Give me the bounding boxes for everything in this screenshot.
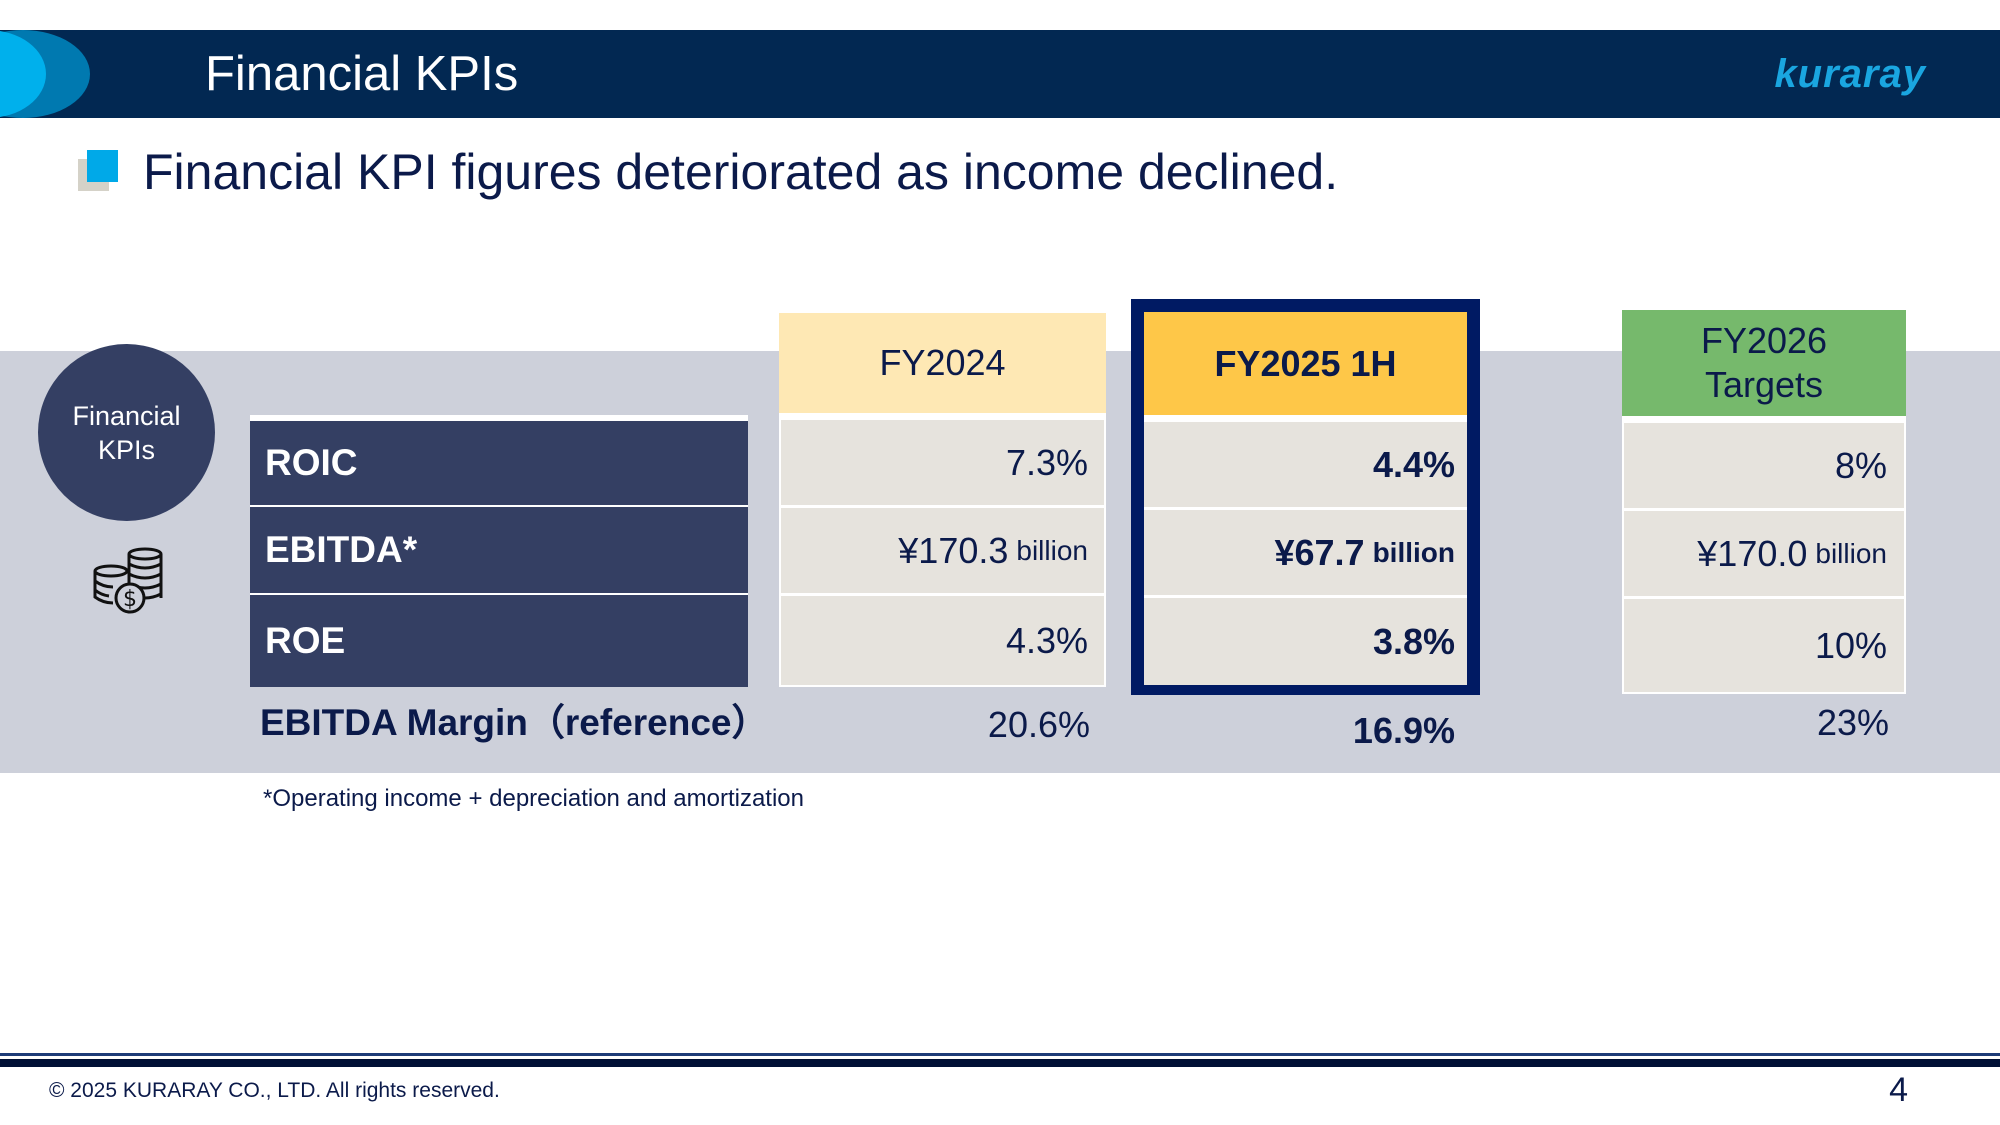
- column-header-line2: Targets: [1704, 364, 1824, 405]
- svg-text:$: $: [123, 587, 137, 612]
- footnote: *Operating income + depreciation and amo…: [263, 785, 804, 812]
- column-fy2024: FY2024 7.3% ¥170.3 billion 4.3%: [779, 313, 1106, 687]
- column-fy2025-1h: FY2025 1H 4.4% ¥67.7 billion 3.8%: [1144, 312, 1467, 685]
- cell-fy2024-roic: 7.3%: [781, 420, 1104, 508]
- cell-fy2025-roe: 3.8%: [1144, 598, 1467, 685]
- cell-fy2025-roic: 4.4%: [1144, 422, 1467, 510]
- cell-fy2026-roe: 10%: [1624, 599, 1904, 692]
- column-header-fy2025-1h: FY2025 1H: [1144, 312, 1467, 415]
- kpi-label-roic: ROIC: [250, 421, 748, 507]
- kpi-category-label: Financial KPIs: [52, 399, 202, 467]
- square-bullet-icon: [87, 150, 118, 182]
- kpi-label-ebitda: EBITDA*: [250, 507, 748, 595]
- kpi-label-table: ROIC EBITDA* ROE: [250, 415, 748, 687]
- cell-fy2026-ebitda: ¥170.0 billion: [1624, 511, 1904, 599]
- headline: Financial KPI figures deteriorated as in…: [143, 144, 1339, 200]
- kpi-label-ebitda-margin: EBITDA Margin（reference）: [260, 702, 769, 743]
- cell-fy2024-ebitda-margin: 20.6%: [987, 704, 1090, 745]
- cell-fy2024-ebitda: ¥170.3 billion: [781, 508, 1104, 596]
- cell-fy2024-roe: 4.3%: [781, 596, 1104, 685]
- footer-divider: [0, 1059, 2000, 1067]
- column-fy2026-targets: FY2026 Targets 8% ¥170.0 billion 10%: [1622, 310, 1906, 694]
- cell-fy2026-roic: 8%: [1624, 423, 1904, 511]
- column-header-fy2026-targets: FY2026 Targets: [1622, 310, 1906, 416]
- column-header-fy2024: FY2024: [779, 313, 1106, 413]
- footer-divider: [0, 1053, 2000, 1056]
- page-number: 4: [1889, 1071, 1908, 1109]
- column-header-line1: FY2026: [1700, 320, 1828, 361]
- kpi-category-line2: KPIs: [97, 434, 156, 465]
- highlight-frame: [1131, 299, 1480, 695]
- kpi-label-roe: ROE: [250, 595, 748, 687]
- kuraray-logo: kuraray: [1774, 52, 1926, 96]
- kpi-category-circle: Financial KPIs: [38, 344, 215, 521]
- coins-dollar-icon: $: [93, 547, 163, 614]
- header-bar: Financial KPIs kuraray: [0, 30, 2000, 118]
- cell-fy2025-ebitda-margin: 16.9%: [1352, 710, 1455, 751]
- cell-fy2025-ebitda: ¥67.7 billion: [1144, 510, 1467, 598]
- copyright: © 2025 KURARAY CO., LTD. All rights rese…: [49, 1079, 500, 1102]
- cell-fy2026-ebitda-margin: 23%: [1816, 702, 1889, 743]
- page-title: Financial KPIs: [205, 47, 519, 101]
- kpi-category-line1: Financial: [72, 400, 181, 431]
